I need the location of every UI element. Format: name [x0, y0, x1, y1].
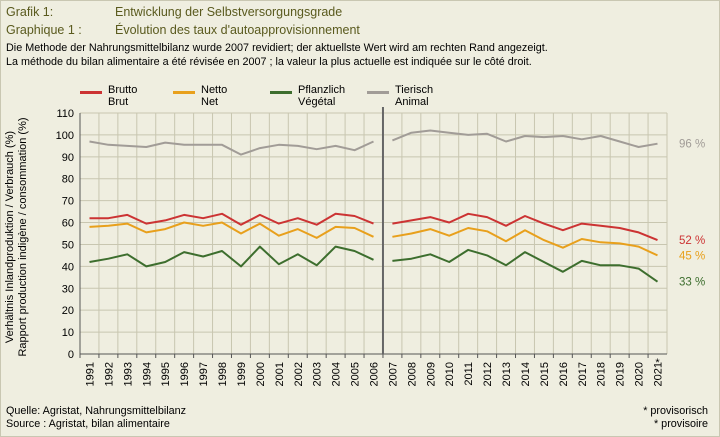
y-tick-label: 60 — [62, 218, 74, 230]
y-tick-label: 0 — [68, 349, 74, 361]
y-tick-label: 90 — [62, 152, 74, 164]
provisional-note-fr: * provisoire — [653, 418, 708, 430]
x-tick-label: 1993 — [122, 362, 134, 386]
x-tick-label: 2002 — [293, 362, 305, 386]
x-tick-label: 2021 — [653, 362, 665, 386]
legend-swatch-netto — [173, 91, 195, 94]
x-tick-label: 2010 — [444, 362, 456, 386]
end-label-brutto: 52 % — [679, 235, 705, 247]
chart-number-de: Grafik 1: — [6, 5, 54, 19]
y-axis-label-fr: Rapport production indigène / consommati… — [17, 117, 29, 356]
x-tick-label: 2014 — [520, 362, 532, 386]
description-de: Die Methode der Nahrungsmittelbilanz wur… — [6, 42, 548, 54]
legend-label-pflanzlich-fr: Végétal — [298, 96, 336, 108]
plot-area — [80, 113, 667, 354]
chart-title-fr: Évolution des taux d'autoapprovisionneme… — [115, 23, 360, 37]
legend-swatch-brutto — [80, 91, 102, 94]
x-tick-label: 2011 — [463, 362, 475, 386]
series-line-tierisch — [392, 129, 658, 148]
x-tick-label: 1991 — [84, 362, 96, 386]
legend-label-tierisch-fr: Animal — [395, 96, 429, 108]
x-tick-label: 1999 — [236, 362, 248, 386]
x-tick-label: 2003 — [312, 362, 324, 386]
chart-labels: 52 % 45 % 33 % 96 % — [679, 139, 705, 289]
x-tick-label: 2001 — [274, 362, 286, 386]
x-tick-label: 2004 — [331, 362, 343, 386]
y-tick-label: 10 — [62, 327, 74, 339]
legend-label-brutto-de: Brutto — [108, 84, 138, 96]
legend-label-pflanzlich-de: Pflanzlich — [298, 84, 346, 96]
x-tick-label: 1997 — [198, 362, 210, 386]
provisional-note-de: * provisorisch — [643, 405, 708, 417]
description-fr: La méthode du bilan alimentaire a été ré… — [6, 56, 532, 68]
x-tick-label: 2017 — [577, 362, 589, 386]
y-axis-label-de: Verhältnis Inlandproduktion / Verbrauch … — [4, 131, 16, 343]
legend-label-tierisch-de: Tierisch — [395, 84, 434, 96]
y-tick-label: 40 — [62, 261, 74, 273]
y-tick-label: 50 — [62, 239, 74, 251]
x-tick-label: 2018 — [596, 362, 608, 386]
source-fr: Source : Agristat, bilan alimentaire — [6, 418, 170, 430]
legend-label-netto-fr: Net — [201, 96, 219, 108]
x-tick-label: 2015 — [539, 362, 551, 386]
x-tick-label: 2008 — [406, 362, 418, 386]
legend-swatch-tierisch — [367, 91, 389, 94]
chart-series — [89, 129, 659, 283]
end-label-tierisch: 96 % — [679, 139, 705, 151]
y-tick-label: 110 — [56, 108, 74, 120]
x-tick-label: 1992 — [103, 362, 115, 386]
chart-axes: 0 10 20 30 40 50 60 70 80 90 100 110 1991 1992 1993 199… — [56, 107, 667, 386]
y-tick-label: 20 — [62, 305, 74, 317]
legend-label-netto-de: Netto — [201, 84, 228, 96]
chart-grid — [79, 112, 668, 355]
y-tick-label: 80 — [62, 174, 74, 186]
y-tick-label: 30 — [62, 283, 74, 295]
x-tick-label: 1994 — [141, 362, 153, 386]
source-de: Quelle: Agristat, Nahrungsmittelbilanz — [6, 405, 187, 417]
series-line-pflanzlich — [392, 248, 659, 283]
chart-title-de: Entwicklung der Selbstversorgungsgrade — [115, 5, 343, 19]
y-tick-label: 100 — [56, 130, 74, 142]
series-line-netto — [89, 221, 374, 239]
y-tick-label: 70 — [62, 196, 74, 208]
x-tick-label: 1995 — [160, 362, 172, 386]
end-label-pflanzlich: 33 % — [679, 277, 705, 289]
x-tick-label: 2006 — [369, 362, 381, 386]
x-tick-label: 2012 — [482, 362, 494, 386]
x-tick-label: 2019 — [615, 362, 627, 386]
x-tick-label: 2020 — [634, 362, 646, 386]
series-line-brutto — [392, 212, 658, 242]
x-tick-label: 1998 — [217, 362, 229, 386]
series-line-brutto — [89, 212, 374, 226]
x-tick-label: 2000 — [255, 362, 267, 386]
x-tick-label: 1996 — [179, 362, 191, 386]
x-tick-label: 2009 — [425, 362, 437, 386]
end-label-netto: 45 % — [679, 250, 705, 262]
series-line-netto — [392, 227, 658, 257]
x-tick-label: 2016 — [558, 362, 570, 386]
x-tick-label: 2013 — [501, 362, 513, 386]
x-tick-label: 2005 — [350, 362, 362, 386]
series-line-pflanzlich — [89, 245, 374, 268]
x-tick-label: 2007 — [387, 362, 399, 386]
legend-label-brutto-fr: Brut — [108, 96, 129, 108]
chart-number-fr: Graphique 1 : — [6, 23, 82, 37]
legend-swatch-pflanzlich — [270, 91, 292, 94]
series-line-tierisch — [89, 140, 374, 156]
provisional-mark: * — [655, 357, 660, 369]
